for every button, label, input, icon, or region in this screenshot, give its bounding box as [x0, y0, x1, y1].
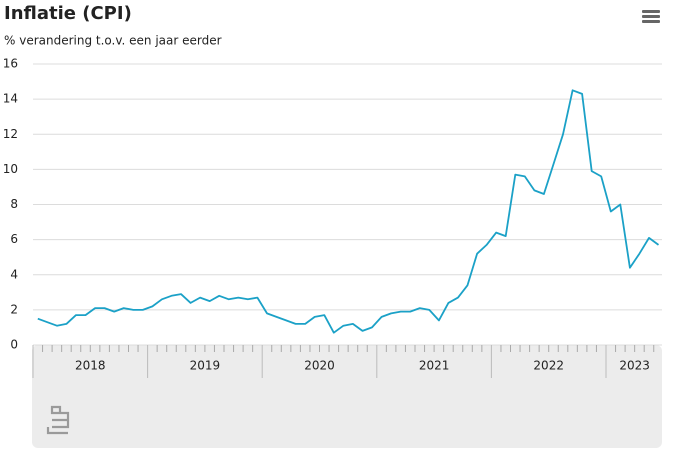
- y-tick-label: 16: [3, 57, 18, 71]
- y-tick-label: 4: [10, 267, 18, 281]
- y-tick-label: 8: [10, 197, 18, 211]
- y-tick-label: 0: [10, 338, 18, 352]
- y-tick-label: 14: [3, 92, 18, 106]
- y-tick-label: 12: [3, 127, 18, 141]
- y-tick-label: 6: [10, 232, 18, 246]
- menu-button[interactable]: [642, 10, 660, 23]
- x-tick-label: 2019: [190, 359, 221, 373]
- x-tick-label: 2020: [304, 359, 335, 373]
- chart-subtitle: % verandering t.o.v. een jaar eerder: [4, 34, 222, 48]
- x-tick-label: 2018: [75, 359, 106, 373]
- chart-title: Inflatie (CPI): [4, 3, 132, 24]
- data-line: [37, 89, 660, 334]
- x-tick-label: 2021: [419, 359, 450, 373]
- x-axis-panel: [32, 345, 662, 448]
- x-tick-label: 2022: [533, 359, 564, 373]
- y-tick-label: 2: [10, 302, 18, 316]
- y-tick-label: 10: [3, 162, 18, 176]
- cbs-logo: [46, 405, 70, 435]
- x-tick-label: 2023: [619, 359, 650, 373]
